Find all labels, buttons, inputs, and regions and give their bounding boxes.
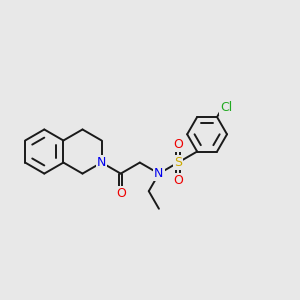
Text: S: S	[174, 156, 182, 169]
Text: Cl: Cl	[220, 101, 232, 114]
Text: O: O	[173, 138, 183, 151]
Text: N: N	[97, 156, 106, 169]
Text: O: O	[116, 188, 126, 200]
Text: N: N	[154, 167, 164, 180]
Text: O: O	[173, 174, 183, 187]
